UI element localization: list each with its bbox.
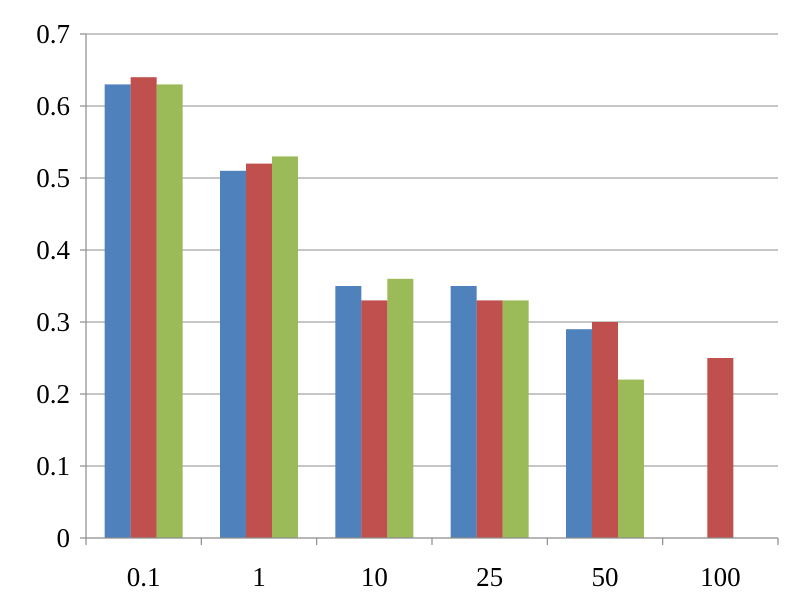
bar (156, 84, 183, 539)
bar (220, 170, 246, 539)
y-tick-label: 0 (57, 523, 71, 553)
bar (592, 322, 618, 538)
x-tick-label: 100 (700, 562, 741, 592)
gridlines (86, 33, 778, 467)
bar (476, 300, 503, 538)
y-tick-label: 0.7 (36, 19, 70, 49)
bar (130, 77, 157, 538)
bar (502, 300, 529, 538)
y-tick-label: 0.1 (36, 451, 70, 481)
bar (387, 278, 414, 538)
y-tick-label: 0.2 (36, 379, 70, 409)
axes (80, 33, 779, 545)
bar (450, 286, 477, 538)
bar (104, 84, 131, 539)
x-tick-label: 25 (476, 562, 503, 592)
y-tick-labels: 0 0.1 0.2 0.3 0.4 0.5 0.6 0.7 (36, 19, 70, 553)
bar (335, 286, 362, 538)
x-tick-label: 0.1 (127, 562, 161, 592)
x-tick-label: 1 (252, 562, 266, 592)
y-tick-label: 0.5 (36, 163, 70, 193)
bar (566, 329, 592, 538)
bar (361, 300, 388, 538)
y-tick-label: 0.6 (36, 91, 70, 121)
y-tick-label: 0.3 (36, 307, 70, 337)
bar (707, 358, 734, 538)
y-tick-label: 0.4 (36, 235, 70, 265)
bar (246, 163, 272, 538)
bar (272, 156, 298, 538)
x-tick-label: 10 (361, 562, 388, 592)
x-tick-label: 50 (592, 562, 619, 592)
bar (618, 379, 644, 538)
x-tick-labels: 0.1 1 10 25 50 100 (127, 562, 741, 592)
bars (104, 77, 734, 539)
